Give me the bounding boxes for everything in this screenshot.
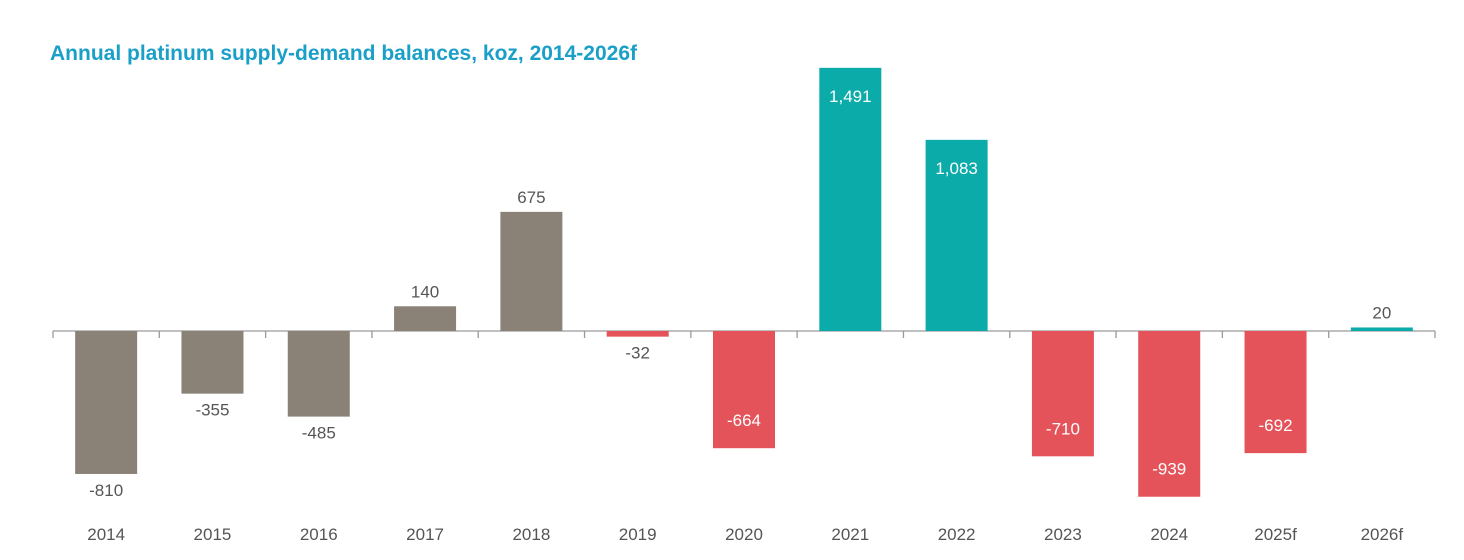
bar-2026f <box>1350 327 1413 331</box>
bar-2019 <box>606 331 669 337</box>
data-label-2016: -485 <box>302 424 336 443</box>
x-tick-label-2021: 2021 <box>831 525 869 544</box>
x-tick-label-2022: 2022 <box>938 525 976 544</box>
bar-2016 <box>287 331 350 417</box>
bar-2015 <box>181 331 244 394</box>
data-label-2014: -810 <box>89 481 123 500</box>
data-label-2017: 140 <box>411 282 439 301</box>
bar-2021 <box>819 67 882 331</box>
data-label-2024: -939 <box>1152 460 1186 479</box>
data-label-2015: -355 <box>195 401 229 420</box>
bar-2025f <box>1244 331 1307 454</box>
data-label-2022: 1,083 <box>935 159 978 178</box>
x-tick-label-2026f: 2026f <box>1361 525 1404 544</box>
bar-2023 <box>1031 331 1094 457</box>
data-label-2021: 1,491 <box>829 87 872 106</box>
x-tick-label-2018: 2018 <box>512 525 550 544</box>
x-tick-label-2017: 2017 <box>406 525 444 544</box>
x-tick-label-2024: 2024 <box>1150 525 1188 544</box>
x-tick-label-2020: 2020 <box>725 525 763 544</box>
x-tick-label-2015: 2015 <box>194 525 232 544</box>
data-label-2026f: 20 <box>1372 303 1391 322</box>
x-tick-label-2023: 2023 <box>1044 525 1082 544</box>
x-tick-label-2025f: 2025f <box>1254 525 1297 544</box>
chart-title: Annual platinum supply-demand balances, … <box>50 42 637 65</box>
bar-2024 <box>1138 331 1201 497</box>
bar-2020 <box>713 331 775 449</box>
data-label-2023: -710 <box>1046 419 1080 438</box>
x-tick-label-2016: 2016 <box>300 525 338 544</box>
bar-2022 <box>925 139 988 331</box>
bar-2014 <box>75 331 138 474</box>
bar-2017 <box>394 306 457 331</box>
data-label-2019: -32 <box>625 344 650 363</box>
data-label-2018: 675 <box>517 188 545 207</box>
bar-2018 <box>500 211 563 331</box>
data-label-2020: -664 <box>727 411 761 430</box>
data-label-2025f: -692 <box>1259 416 1293 435</box>
x-tick-label-2014: 2014 <box>87 525 125 544</box>
x-tick-label-2019: 2019 <box>619 525 657 544</box>
